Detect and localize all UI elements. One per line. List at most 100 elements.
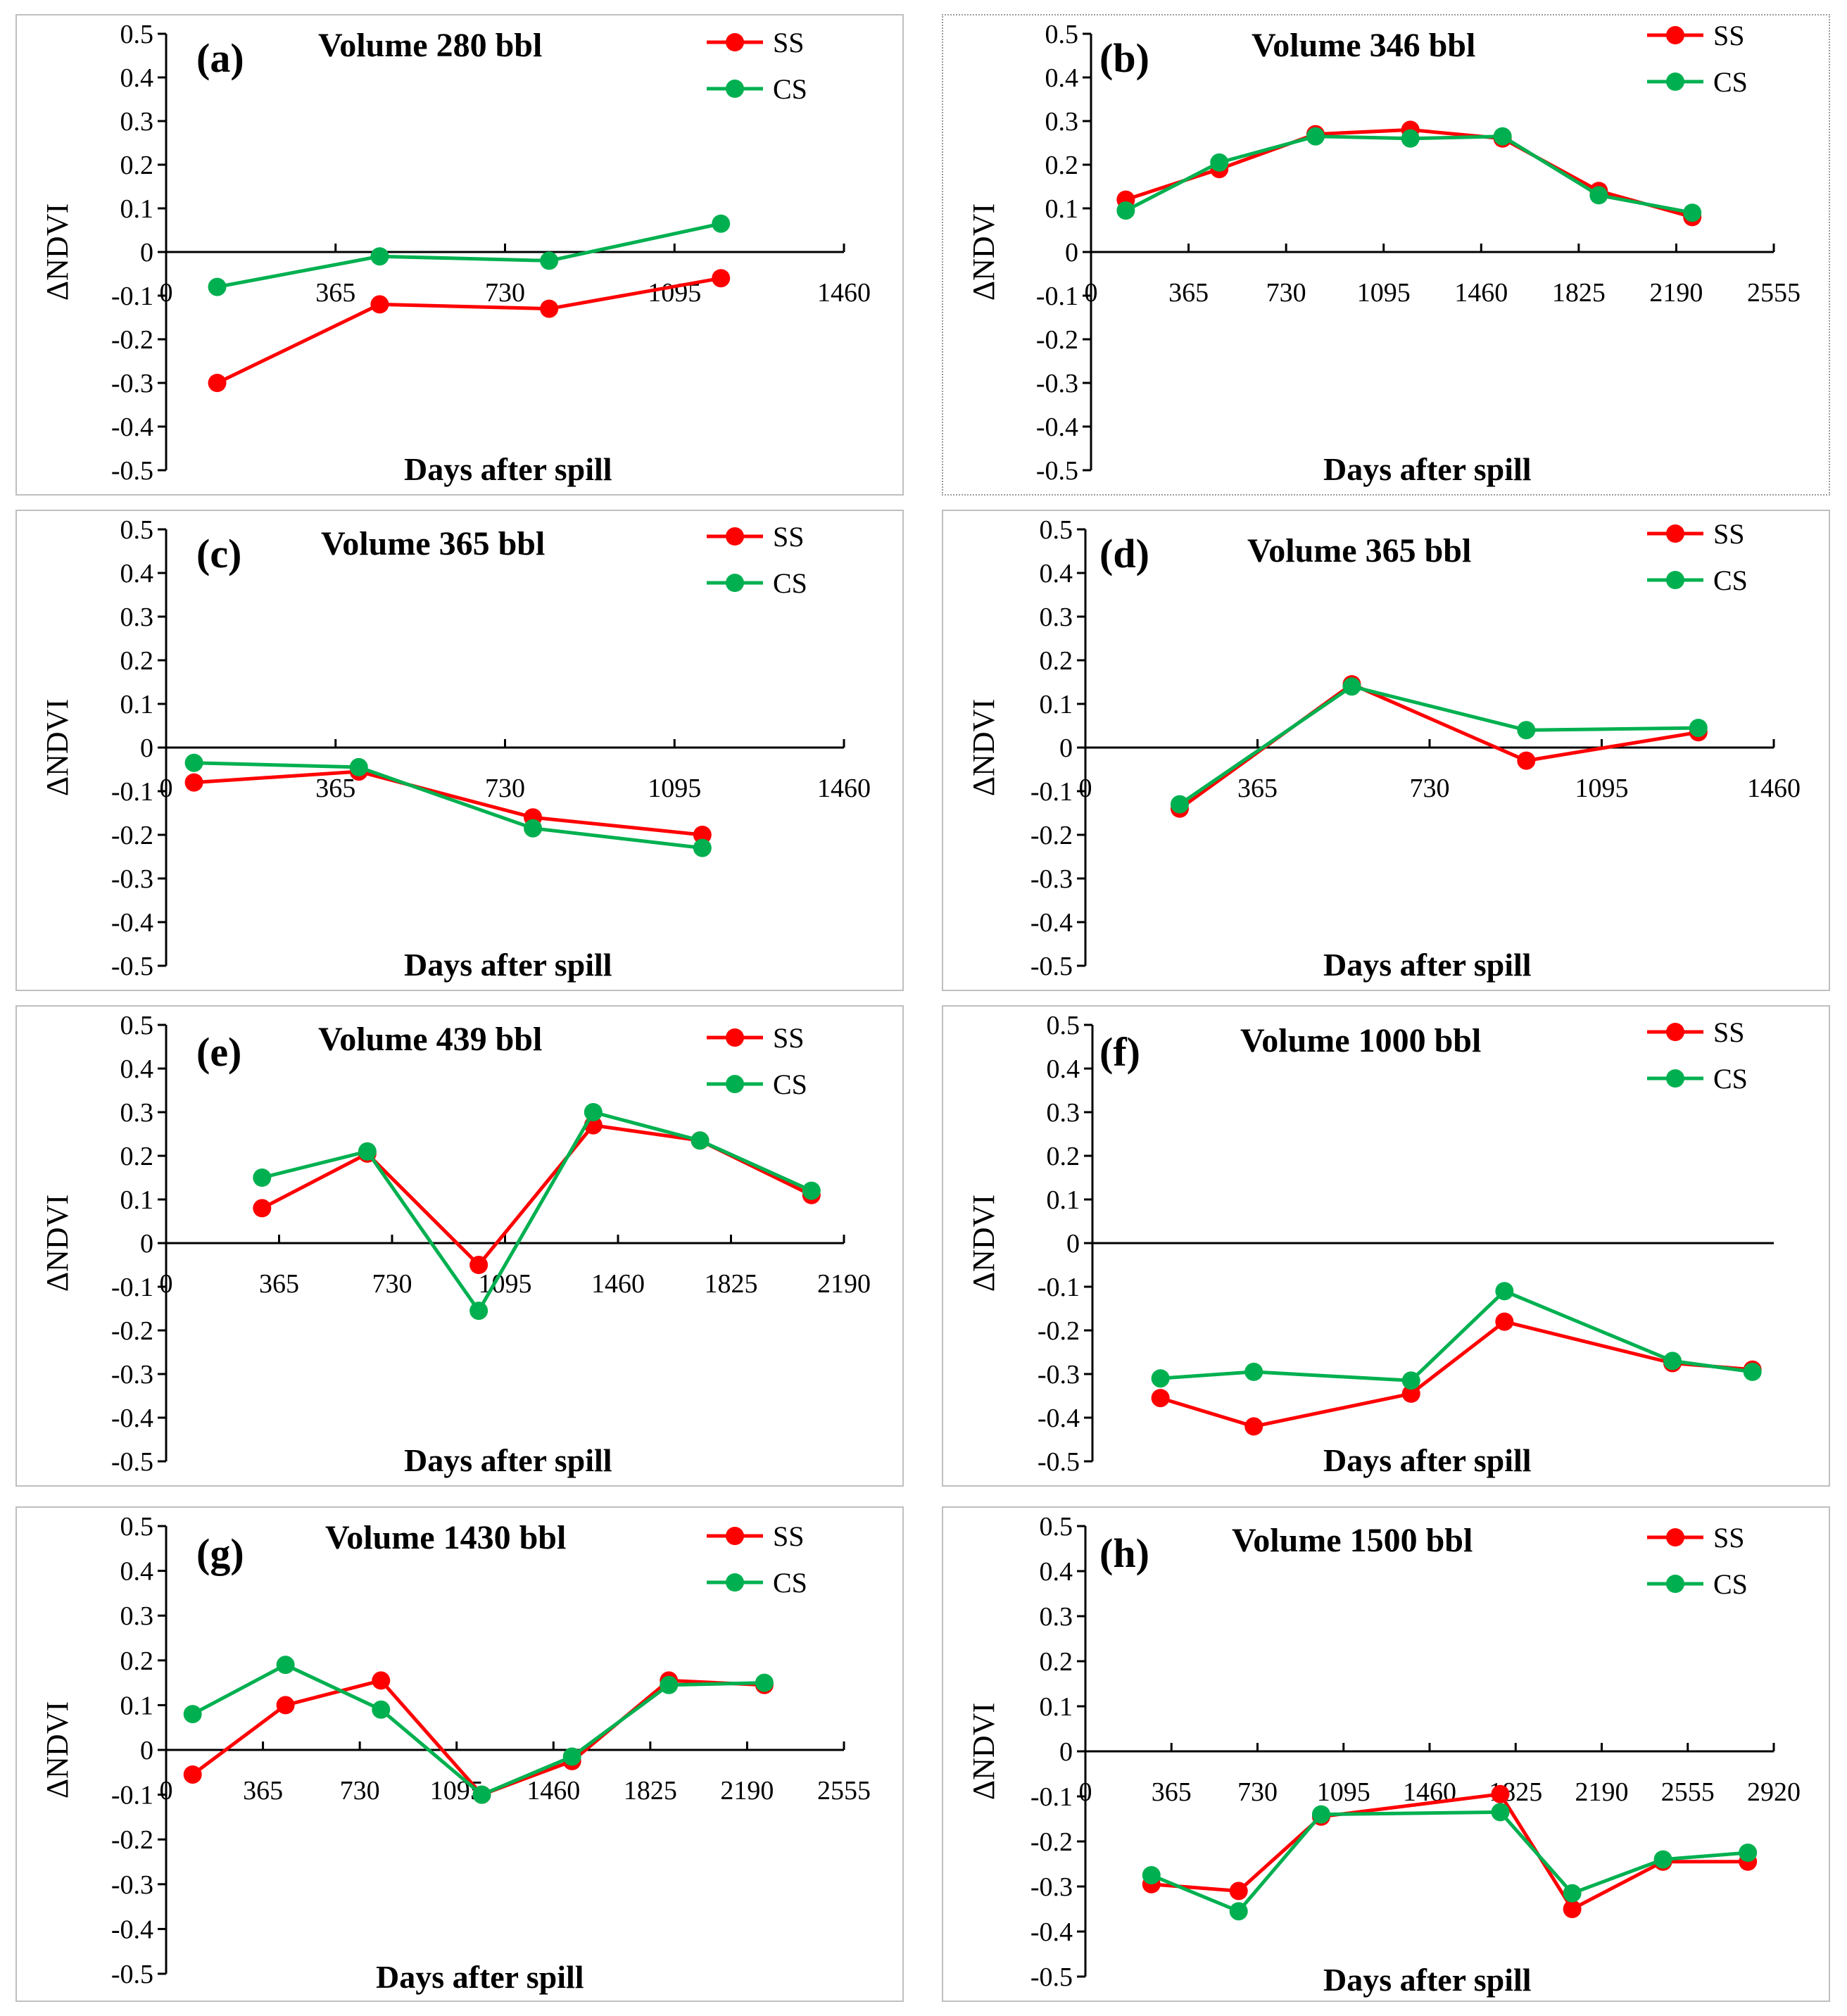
legend-marker-cs xyxy=(726,574,744,592)
x-tick-label: 730 xyxy=(1266,278,1306,308)
x-tick-label: 2555 xyxy=(1661,1777,1715,1807)
legend-marker-ss xyxy=(726,1527,744,1545)
chart-svg: 0.50.40.30.20.10-0.1-0.2-0.3-0.4-0.50 365… xyxy=(966,20,1801,487)
data-point-ss xyxy=(1563,1900,1582,1918)
x-tick-label: 1460 xyxy=(591,1269,645,1299)
legend-label-ss: SS xyxy=(773,27,805,58)
x-tick-label: 0 xyxy=(160,774,173,803)
y-tick-label: 0.5 xyxy=(1040,515,1073,545)
chart-panel-f: 0.5 0.4 0.3 0.2 0.1 0 -0.1 -0.2 -0.3 -0.4 -0.5 Volu… xyxy=(942,1005,1830,1487)
x-tick-label: 365 xyxy=(1168,278,1209,308)
chart-panel-c: 0.5 0.4 0.3 0.2 0.1 0 -0.1 -0.2 -0.3 -0.4 -0.5 0 365… xyxy=(15,510,904,991)
data-point-cs xyxy=(1743,1362,1762,1381)
x-tick-label: 0 xyxy=(1085,278,1098,308)
panel-label: (a) xyxy=(196,35,244,81)
data-point-ss xyxy=(1495,1312,1514,1331)
y-tick-label: -0.4 xyxy=(1030,1917,1073,1947)
data-point-ss xyxy=(540,299,559,318)
y-tick-label: 0.5 xyxy=(120,515,154,545)
data-point-cs xyxy=(1401,129,1420,148)
legend-label-ss: SS xyxy=(1713,1016,1745,1048)
legend-marker-cs xyxy=(1666,73,1684,91)
x-tick-label: 1460 xyxy=(817,774,871,803)
data-point-ss xyxy=(183,1765,202,1784)
x-tick-label: 1095 xyxy=(648,774,701,803)
y-tick-label: 0.5 xyxy=(120,1512,154,1542)
data-point-cs xyxy=(540,251,559,270)
x-tick-label: 730 xyxy=(1410,774,1450,803)
y-tick-label: -0.1 xyxy=(111,1273,153,1302)
y-axis-label: ΔNDVI xyxy=(966,203,1001,301)
y-tick-label: 0.2 xyxy=(120,1142,154,1171)
y-tick-label: -0.1 xyxy=(1030,1782,1073,1812)
x-tick-label: 365 xyxy=(315,774,355,803)
legend-marker-ss xyxy=(726,1028,744,1047)
x-axis-label: Days after spill xyxy=(1323,1442,1532,1478)
y-tick-label: 0.1 xyxy=(1040,1692,1073,1722)
data-point-cs xyxy=(1689,719,1708,738)
y-tick-label: 0.1 xyxy=(1045,194,1079,224)
y-tick-label: 0 xyxy=(140,1229,153,1259)
x-tick-label: 0 xyxy=(1079,774,1092,803)
legend-label-cs: CS xyxy=(773,567,807,599)
x-tick-label: 0 xyxy=(160,1776,173,1806)
legend-marker-ss xyxy=(726,33,744,51)
y-tick-label: 0.5 xyxy=(120,1011,154,1040)
chart-title: Volume 365 bbl xyxy=(1247,532,1471,569)
y-tick-label: 0.2 xyxy=(1047,1142,1080,1171)
x-axis-label: Days after spill xyxy=(404,1442,612,1478)
data-point-cs xyxy=(584,1103,603,1121)
x-tick-label: 730 xyxy=(372,1269,412,1299)
data-point-ss xyxy=(372,1671,391,1690)
legend-marker-ss xyxy=(1666,26,1684,44)
series-line-cs xyxy=(261,1110,812,1313)
x-tick-label: 1460 xyxy=(527,1776,580,1806)
data-point-cs xyxy=(1342,677,1361,696)
chart-title: Volume 439 bbl xyxy=(318,1021,542,1058)
x-tick-label: 1460 xyxy=(817,278,871,308)
legend-marker-cs xyxy=(1666,1575,1684,1593)
data-point-cs xyxy=(183,1705,202,1724)
data-point-cs xyxy=(358,1142,377,1161)
data-point-cs xyxy=(208,277,227,296)
y-tick-label: -0.3 xyxy=(1030,864,1073,894)
y-tick-label: 0.3 xyxy=(1045,107,1079,137)
y-tick-label: 0.3 xyxy=(1040,603,1073,632)
x-axis-label: Days after spill xyxy=(1323,1962,1532,1998)
y-tick-label: 0.4 xyxy=(1040,559,1073,588)
x-tick-label: 730 xyxy=(485,774,525,803)
y-tick-label: 0 xyxy=(1065,238,1078,267)
y-tick-label: 0 xyxy=(1059,733,1073,763)
y-tick-label: 0 xyxy=(140,1736,153,1765)
y-tick-label: 0.3 xyxy=(1047,1098,1080,1128)
series-line-cs xyxy=(191,1663,764,1797)
data-point-cs xyxy=(1151,1369,1170,1388)
data-point-cs xyxy=(1653,1850,1672,1869)
chart-title: Volume 1500 bbl xyxy=(1232,1522,1473,1559)
data-point-cs xyxy=(1589,186,1608,205)
y-axis-label: ΔNDVI xyxy=(966,1195,1001,1292)
x-axis-label: Days after spill xyxy=(1323,947,1532,983)
data-point-ss xyxy=(208,374,227,392)
chart-svg: 0.50.40.30.20.10-0.1-0.2-0.3-0.4-0.50 365… xyxy=(40,1011,871,1478)
chart-panel-h: 0.5 0.4 0.3 0.2 0.1 0 -0.1 -0.2 -0.3 -0.4 -0.5 0 365… xyxy=(942,1506,1830,2002)
data-point-ss xyxy=(693,826,712,844)
x-tick-label: 1825 xyxy=(1552,278,1606,308)
chart-panel-a: 0.5 0.4 0.3 0.2 0.1 0 -0.1 -0.2 -0.3 -0.4 -0.5 0 365… xyxy=(15,14,904,496)
y-tick-label: -0.2 xyxy=(111,821,153,850)
y-tick-label: -0.2 xyxy=(1030,1827,1073,1857)
y-tick-label: 0.3 xyxy=(120,1098,154,1128)
x-axis-label: Days after spill xyxy=(376,1959,584,1995)
y-tick-label: -0.2 xyxy=(1030,821,1073,850)
chart-title: Volume 280 bbl xyxy=(318,27,542,64)
y-tick-label: -0.4 xyxy=(1038,1404,1080,1433)
chart-panel-e: 0.5 0.4 0.3 0.2 0.1 0 -0.1 -0.2 -0.3 -0.4 -0.5 0 365… xyxy=(15,1005,904,1487)
data-point-cs xyxy=(1311,1805,1330,1824)
legend-label-ss: SS xyxy=(1713,518,1745,550)
data-point-cs xyxy=(693,838,712,857)
y-tick-label: 0.1 xyxy=(120,690,154,719)
y-tick-label: -0.5 xyxy=(111,952,153,981)
series-line-cs xyxy=(194,761,703,850)
x-tick-label: 365 xyxy=(1237,774,1278,803)
